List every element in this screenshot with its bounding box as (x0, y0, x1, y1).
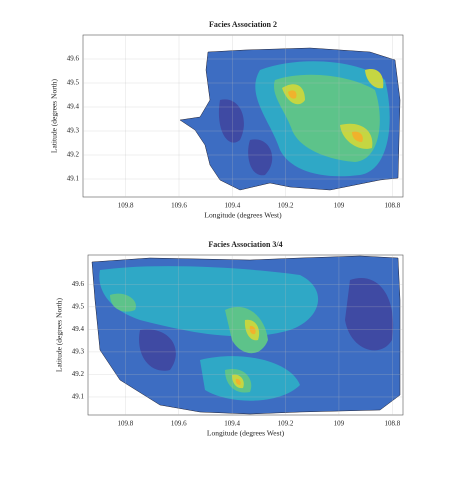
plot-frame (87, 254, 404, 416)
y-tick-label: 49.3 (67, 127, 80, 135)
x-tick-label: 109.4 (224, 420, 240, 428)
x-tick-label: 108.8 (384, 420, 400, 428)
y-tick-label: 49.6 (72, 280, 85, 288)
y-tick-label: 49.3 (72, 348, 85, 356)
y-axis-label: Latitude (degrees North) (50, 78, 59, 153)
x-tick-label: 109.8 (117, 420, 133, 428)
x-tick-label: 109.2 (278, 202, 294, 210)
y-tick-label: 49.5 (72, 302, 85, 310)
x-tick-label: 109.6 (171, 420, 187, 428)
x-tick-label: 109.2 (278, 420, 294, 428)
y-tick-label: 49.1 (67, 175, 80, 183)
field-band (139, 278, 394, 371)
field-band (288, 90, 363, 142)
x-tick-label: 108.8 (384, 202, 400, 210)
y-axis-label: Latitude (degrees North) (55, 297, 64, 372)
chart-title: Facies Association 2 (209, 20, 277, 29)
y-tick-label: 49.2 (72, 370, 85, 378)
y-tick-label: 49.2 (67, 151, 80, 159)
field-band (282, 69, 384, 149)
field-band (235, 325, 256, 385)
x-tick-label: 109.8 (118, 202, 134, 210)
y-tick-label: 49.4 (72, 325, 85, 333)
y-tick-label: 49.4 (67, 103, 80, 111)
x-axis-label: Longitude (degrees West) (204, 211, 282, 220)
plot-frame (82, 34, 404, 198)
x-tick-label: 109 (334, 202, 345, 210)
x-tick-label: 109.4 (224, 202, 240, 210)
y-tick-label: 49.5 (67, 79, 80, 87)
field-band (99, 266, 319, 401)
field-band (232, 319, 260, 389)
y-tick-label: 49.1 (72, 393, 85, 401)
chart-title: Facies Association 3/4 (208, 240, 282, 249)
x-tick-label: 109.6 (171, 202, 187, 210)
field-band (110, 293, 268, 393)
x-tick-label: 109 (334, 420, 345, 428)
x-axis-label: Longitude (degrees West) (207, 429, 285, 438)
y-tick-label: 49.6 (67, 55, 80, 63)
